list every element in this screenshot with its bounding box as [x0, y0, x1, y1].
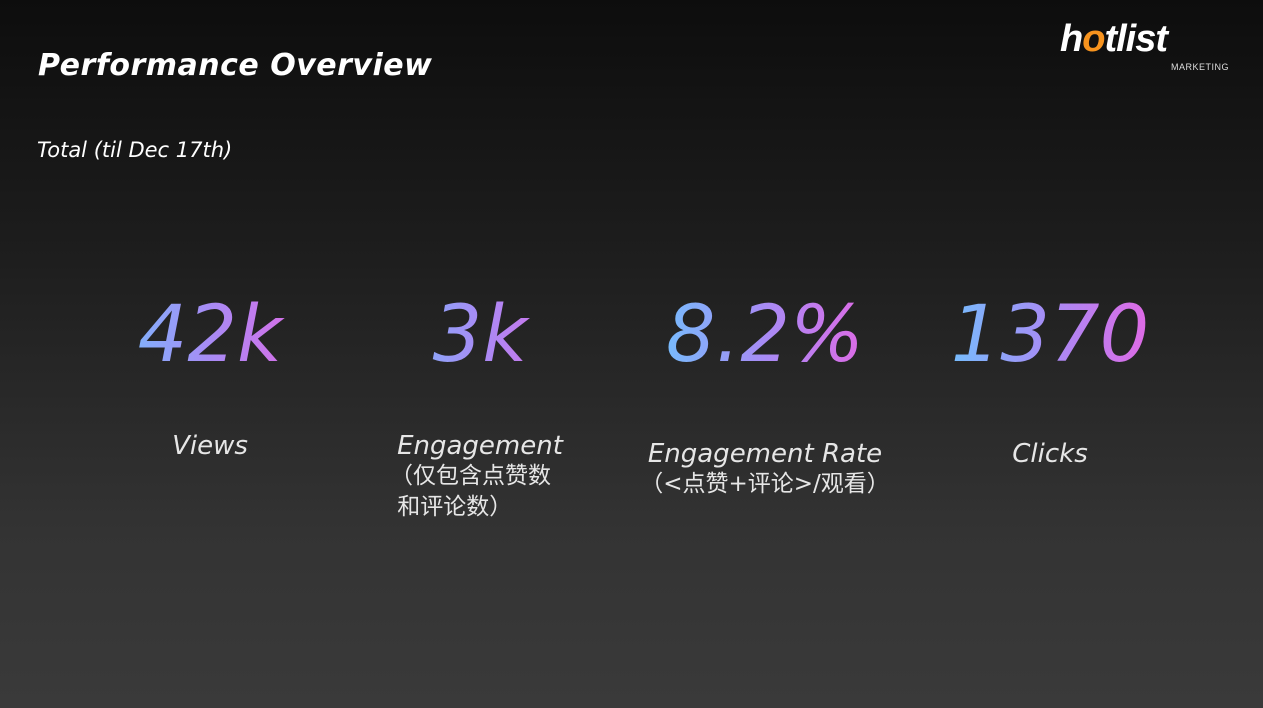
page-title: Performance Overview	[38, 48, 433, 83]
metric-value: 3k	[350, 296, 610, 374]
page-subtitle: Total (til Dec 17th)	[37, 138, 233, 162]
metric-value: 1370	[920, 296, 1180, 374]
metric-engagement-rate: 8.2% Engagement Rate （<点赞+评论>/观看）	[630, 296, 900, 500]
metric-label: Engagement Rate	[647, 439, 883, 469]
metric-value: 42k	[80, 296, 340, 374]
hotlist-logo: hotlist MARKETING	[1060, 18, 1235, 76]
metric-note: （仅包含点赞数 和评论数）	[390, 462, 551, 520]
logo-tagline: MARKETING	[1170, 62, 1229, 72]
logo-wordmark: hotlist	[1060, 18, 1168, 60]
metric-label: Clicks	[1012, 439, 1088, 469]
metric-value: 8.2%	[630, 296, 900, 374]
metric-label: Views	[172, 431, 248, 461]
metric-engagement: 3k Engagement （仅包含点赞数 和评论数）	[350, 296, 610, 523]
metric-clicks: 1370 Clicks	[920, 296, 1180, 469]
metric-label: Engagement	[397, 431, 563, 461]
metric-note: （<点赞+评论>/观看）	[640, 470, 890, 497]
metric-views: 42k Views	[80, 296, 340, 461]
flame-icon: o	[1082, 18, 1105, 60]
